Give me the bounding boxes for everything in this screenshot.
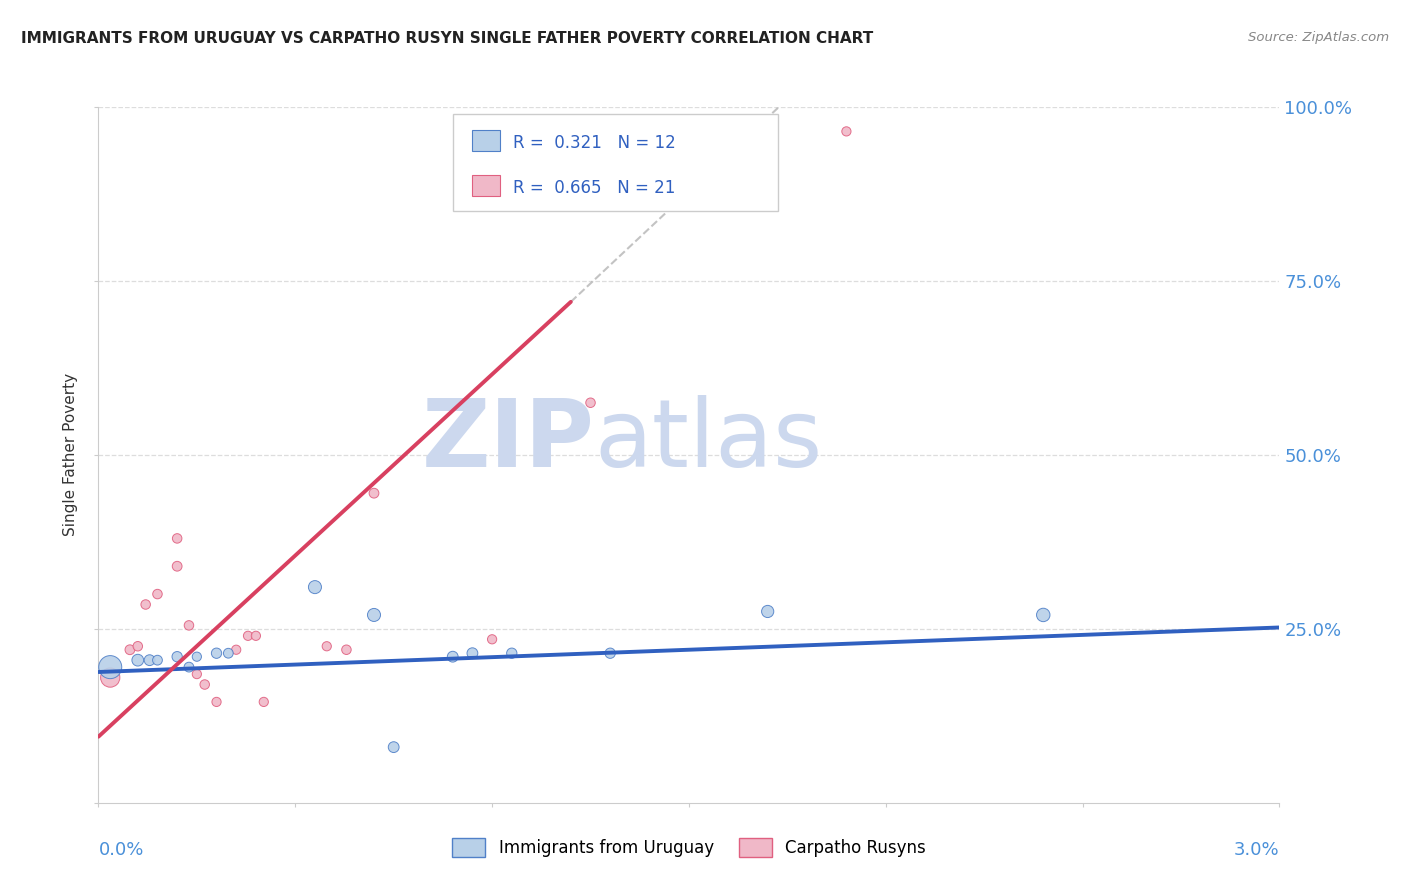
Point — [98, 660, 121, 674]
Point — [599, 646, 621, 660]
Text: Source: ZipAtlas.com: Source: ZipAtlas.com — [1249, 31, 1389, 45]
Point — [501, 646, 523, 660]
Point — [146, 587, 169, 601]
Point — [835, 124, 858, 138]
Text: atlas: atlas — [595, 395, 823, 487]
Point — [127, 653, 149, 667]
Text: 3.0%: 3.0% — [1234, 841, 1279, 859]
Point — [177, 660, 200, 674]
Point — [245, 629, 267, 643]
Point — [217, 646, 239, 660]
Point — [481, 632, 503, 647]
Point — [461, 646, 484, 660]
Y-axis label: Single Father Poverty: Single Father Poverty — [63, 374, 79, 536]
Point — [441, 649, 464, 664]
Point — [166, 649, 188, 664]
Text: ZIP: ZIP — [422, 395, 595, 487]
Point — [253, 695, 276, 709]
Point — [579, 396, 602, 410]
Point — [194, 677, 217, 691]
Point — [756, 605, 779, 619]
FancyBboxPatch shape — [471, 175, 501, 196]
Point — [118, 642, 141, 657]
Point — [186, 649, 208, 664]
Point — [315, 639, 337, 653]
Text: R =  0.321   N = 12: R = 0.321 N = 12 — [513, 134, 676, 152]
Point — [225, 642, 247, 657]
Point — [127, 639, 149, 653]
Point — [382, 740, 405, 755]
Point — [304, 580, 326, 594]
Point — [186, 667, 208, 681]
Point — [138, 653, 160, 667]
Point — [166, 559, 188, 574]
Point — [363, 486, 385, 500]
Point — [1032, 607, 1054, 622]
Point — [135, 598, 157, 612]
Point — [98, 671, 121, 685]
Point — [166, 532, 188, 546]
FancyBboxPatch shape — [453, 114, 778, 211]
Legend: Immigrants from Uruguay, Carpatho Rusyns: Immigrants from Uruguay, Carpatho Rusyns — [446, 831, 932, 864]
Text: 0.0%: 0.0% — [98, 841, 143, 859]
Point — [177, 618, 200, 632]
Point — [205, 695, 228, 709]
Point — [335, 642, 357, 657]
FancyBboxPatch shape — [471, 130, 501, 151]
Point — [205, 646, 228, 660]
Text: IMMIGRANTS FROM URUGUAY VS CARPATHO RUSYN SINGLE FATHER POVERTY CORRELATION CHAR: IMMIGRANTS FROM URUGUAY VS CARPATHO RUSY… — [21, 31, 873, 46]
Point — [146, 653, 169, 667]
Text: R =  0.665   N = 21: R = 0.665 N = 21 — [513, 179, 675, 197]
Point — [236, 629, 259, 643]
Point — [363, 607, 385, 622]
